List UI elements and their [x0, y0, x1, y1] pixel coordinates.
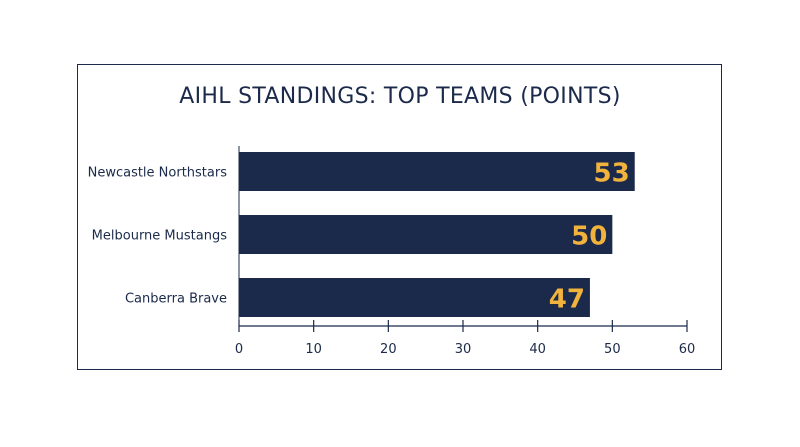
x-tick-label-30: 30	[455, 342, 472, 357]
x-tick-label-10: 10	[305, 342, 322, 357]
x-tick-label-0: 0	[235, 342, 243, 357]
category-label-canberra-brave: Canberra Brave	[125, 292, 227, 307]
category-label-melbourne-mustangs: Melbourne Mustangs	[92, 229, 228, 244]
value-label-canberra-brave: 47	[549, 285, 585, 315]
x-tick-label-60: 60	[679, 342, 696, 357]
x-tick-label-40: 40	[529, 342, 546, 357]
chart-title: AIHL STANDINGS: TOP TEAMS (POINTS)	[179, 84, 621, 109]
x-tick-label-50: 50	[604, 342, 621, 357]
x-tick-label-20: 20	[380, 342, 397, 357]
bars-layer: Newcastle Northstars 53 Melbourne Mustangs…	[88, 152, 635, 317]
category-label-newcastle-northstars: Newcastle Northstars	[88, 166, 228, 181]
bar-newcastle-northstars	[239, 152, 635, 191]
bar-melbourne-mustangs	[239, 215, 613, 254]
value-label-newcastle-northstars: 53	[594, 159, 630, 189]
value-label-melbourne-mustangs: 50	[571, 222, 607, 252]
x-axis: 0 10 20 30 40 50 60	[235, 146, 695, 357]
bar-canberra-brave	[239, 278, 590, 317]
